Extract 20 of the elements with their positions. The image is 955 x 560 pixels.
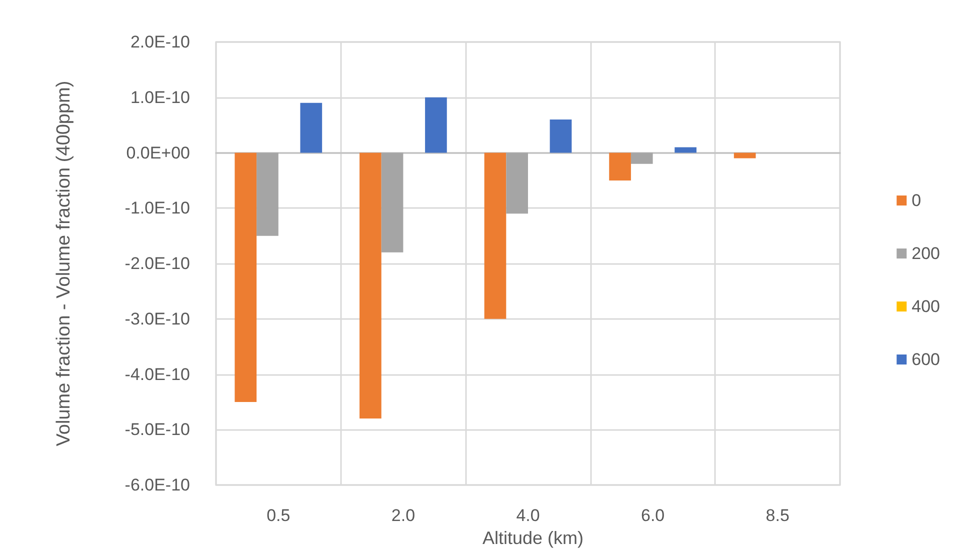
x-tick-label: 4.0 bbox=[516, 506, 540, 525]
legend-label: 200 bbox=[912, 244, 940, 263]
x-tick-label: 0.5 bbox=[266, 506, 290, 525]
y-axis-title: Volume fraction - Volume fraction (400ppm) bbox=[54, 80, 74, 446]
x-tick-label: 8.5 bbox=[766, 506, 790, 525]
y-tick-label: -1.0E-10 bbox=[124, 198, 190, 218]
y-tick-label: 2.0E-10 bbox=[130, 32, 190, 52]
y-tick-label: -3.0E-10 bbox=[124, 309, 190, 328]
y-tick-label: -6.0E-10 bbox=[124, 476, 190, 494]
x-axis-title: Altitude (km) bbox=[482, 528, 584, 548]
x-tick-label: 6.0 bbox=[640, 506, 665, 525]
y-tick-label: -4.0E-10 bbox=[124, 364, 190, 384]
x-tick-label: 2.0 bbox=[391, 506, 416, 525]
legend-label: 0 bbox=[912, 191, 922, 210]
legend-label: 400 bbox=[912, 297, 940, 316]
y-tick-label: 1.0E-10 bbox=[130, 88, 190, 107]
legend-label: 600 bbox=[912, 350, 940, 369]
y-tick-label: 0.0E+00 bbox=[126, 143, 190, 162]
y-tick-label: -5.0E-10 bbox=[124, 420, 190, 440]
y-tick-label: -2.0E-10 bbox=[124, 254, 190, 273]
